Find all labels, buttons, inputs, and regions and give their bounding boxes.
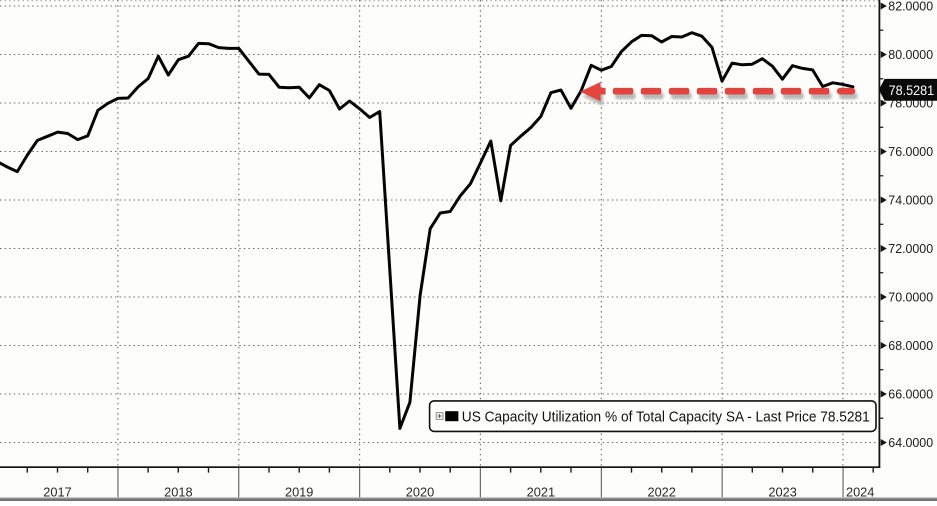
svg-text:2017: 2017 <box>43 484 71 499</box>
svg-text:76.0000: 76.0000 <box>888 144 933 159</box>
svg-text:2023: 2023 <box>768 484 796 499</box>
svg-text:80.0000: 80.0000 <box>888 47 933 62</box>
svg-text:68.0000: 68.0000 <box>888 338 933 353</box>
svg-text:2021: 2021 <box>527 484 555 499</box>
svg-text:US Capacity Utilization % of T: US Capacity Utilization % of Total Capac… <box>462 409 870 425</box>
svg-text:64.0000: 64.0000 <box>888 435 933 450</box>
svg-text:2019: 2019 <box>285 484 313 499</box>
svg-text:2020: 2020 <box>406 484 434 499</box>
svg-text:2022: 2022 <box>647 484 675 499</box>
svg-text:2018: 2018 <box>164 484 192 499</box>
svg-text:66.0000: 66.0000 <box>888 387 933 402</box>
svg-text:82.0000: 82.0000 <box>888 0 933 14</box>
svg-text:2024: 2024 <box>846 484 874 499</box>
svg-text:70.0000: 70.0000 <box>888 290 933 305</box>
svg-text:74.0000: 74.0000 <box>888 193 933 208</box>
svg-text:72.0000: 72.0000 <box>888 241 933 256</box>
svg-text:78.5281: 78.5281 <box>889 82 935 98</box>
